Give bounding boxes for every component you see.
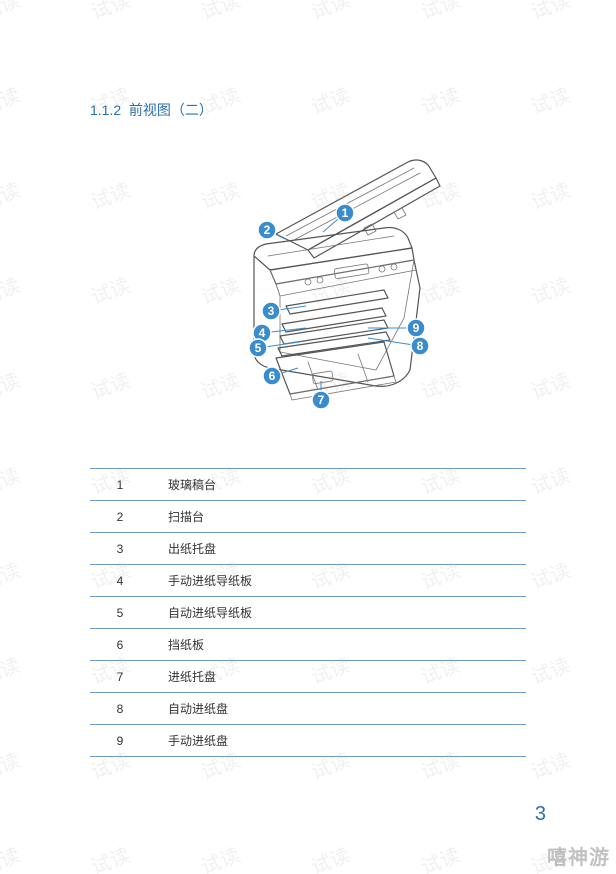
svg-text:6: 6 xyxy=(269,369,276,383)
part-number: 1 xyxy=(90,469,154,501)
callout-bubble-9: 9 xyxy=(407,319,425,337)
svg-text:9: 9 xyxy=(413,321,420,335)
printer-lid xyxy=(276,160,440,258)
callout-bubble-1: 1 xyxy=(336,204,354,222)
part-number: 4 xyxy=(90,565,154,597)
callout-bubble-7: 7 xyxy=(312,391,330,409)
part-label: 扫描台 xyxy=(154,501,526,533)
part-label: 玻璃稿台 xyxy=(154,469,526,501)
printer-diagram-svg: 1 2 3456 7 8 9 xyxy=(158,138,458,438)
part-number: 9 xyxy=(90,725,154,757)
callout-bubble-6: 6 xyxy=(263,367,281,385)
part-label: 挡纸板 xyxy=(154,629,526,661)
part-label: 手动进纸导纸板 xyxy=(154,565,526,597)
svg-text:5: 5 xyxy=(255,341,262,355)
callout-bubble-3: 3 xyxy=(262,302,280,320)
section-number: 1.1.2 xyxy=(90,102,121,118)
part-number: 6 xyxy=(90,629,154,661)
part-number: 3 xyxy=(90,533,154,565)
parts-table: 1玻璃稿台2扫描台3出纸托盘4手动进纸导纸板5自动进纸导纸板6挡纸板7进纸托盘8… xyxy=(90,468,526,757)
table-row: 7进纸托盘 xyxy=(90,661,526,693)
table-row: 8自动进纸盘 xyxy=(90,693,526,725)
site-watermark-logo: 嘻神游 xyxy=(547,841,610,870)
part-number: 2 xyxy=(90,501,154,533)
section-title-text: 前视图（二） xyxy=(129,102,213,118)
printer-paper-tray xyxy=(276,342,396,400)
printer-front-view-figure: 1 2 3456 7 8 9 xyxy=(158,138,458,438)
document-page: 1.1.2 前视图（二） xyxy=(0,0,616,874)
callout-bubble-5: 5 xyxy=(249,339,267,357)
table-row: 9手动进纸盘 xyxy=(90,725,526,757)
part-label: 进纸托盘 xyxy=(154,661,526,693)
callout-bubble-8: 8 xyxy=(411,337,429,355)
part-label: 出纸托盘 xyxy=(154,533,526,565)
svg-text:3: 3 xyxy=(268,304,275,318)
table-row: 4手动进纸导纸板 xyxy=(90,565,526,597)
part-number: 7 xyxy=(90,661,154,693)
svg-text:1: 1 xyxy=(342,206,349,220)
table-row: 3出纸托盘 xyxy=(90,533,526,565)
svg-text:4: 4 xyxy=(259,326,266,340)
part-number: 5 xyxy=(90,597,154,629)
table-row: 5自动进纸导纸板 xyxy=(90,597,526,629)
table-row: 1玻璃稿台 xyxy=(90,469,526,501)
part-label: 自动进纸导纸板 xyxy=(154,597,526,629)
part-number: 8 xyxy=(90,693,154,725)
callout-bubble-2: 2 xyxy=(258,221,276,239)
table-row: 6挡纸板 xyxy=(90,629,526,661)
svg-text:8: 8 xyxy=(417,339,424,353)
svg-text:2: 2 xyxy=(264,223,271,237)
table-row: 2扫描台 xyxy=(90,501,526,533)
page-number: 3 xyxy=(535,803,546,826)
part-label: 手动进纸盘 xyxy=(154,725,526,757)
part-label: 自动进纸盘 xyxy=(154,693,526,725)
svg-text:7: 7 xyxy=(318,393,325,407)
section-heading: 1.1.2 前视图（二） xyxy=(90,100,526,120)
printer-scanner-top xyxy=(254,227,416,296)
